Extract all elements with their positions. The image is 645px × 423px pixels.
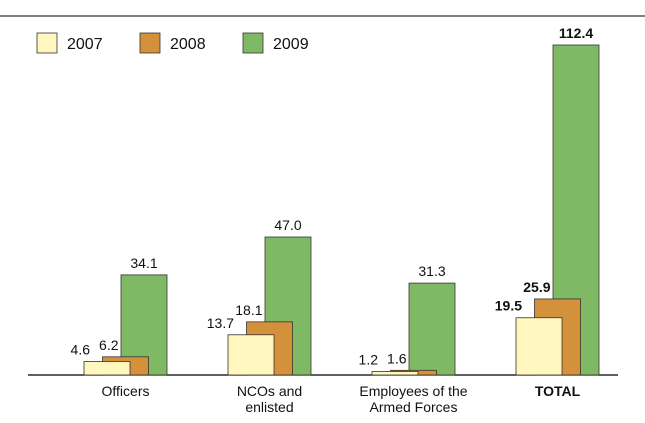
legend-label: 2009: [273, 36, 309, 53]
value-label: 13.7: [207, 315, 234, 331]
value-label: 31.3: [418, 263, 445, 279]
value-label: 34.1: [130, 255, 157, 271]
bar: [83, 361, 131, 376]
value-label: 25.9: [523, 279, 550, 295]
legend-swatch: [139, 32, 161, 54]
category-label: NCOs and enlisted: [236, 383, 303, 415]
bar: [371, 371, 419, 376]
legend-swatch: [242, 32, 264, 54]
category-label: TOTAL: [534, 383, 581, 399]
bar: [227, 334, 275, 376]
value-label: 18.1: [235, 302, 262, 318]
value-label: 4.6: [71, 341, 91, 357]
value-label: 47.0: [274, 217, 301, 233]
category-label: Employees of the Armed Forces: [359, 383, 468, 415]
bar: [408, 282, 456, 376]
value-label: 112.4: [559, 25, 593, 41]
value-label: 19.5: [495, 298, 522, 314]
bar: [515, 317, 563, 376]
legend-swatch: [36, 32, 58, 54]
value-label: 6.2: [99, 337, 119, 353]
category-label: Officers: [101, 383, 150, 399]
value-label: 1.6: [387, 350, 407, 366]
value-label: 1.2: [359, 351, 379, 367]
legend-label: 2007: [67, 36, 103, 53]
legend-label: 2008: [170, 36, 206, 53]
